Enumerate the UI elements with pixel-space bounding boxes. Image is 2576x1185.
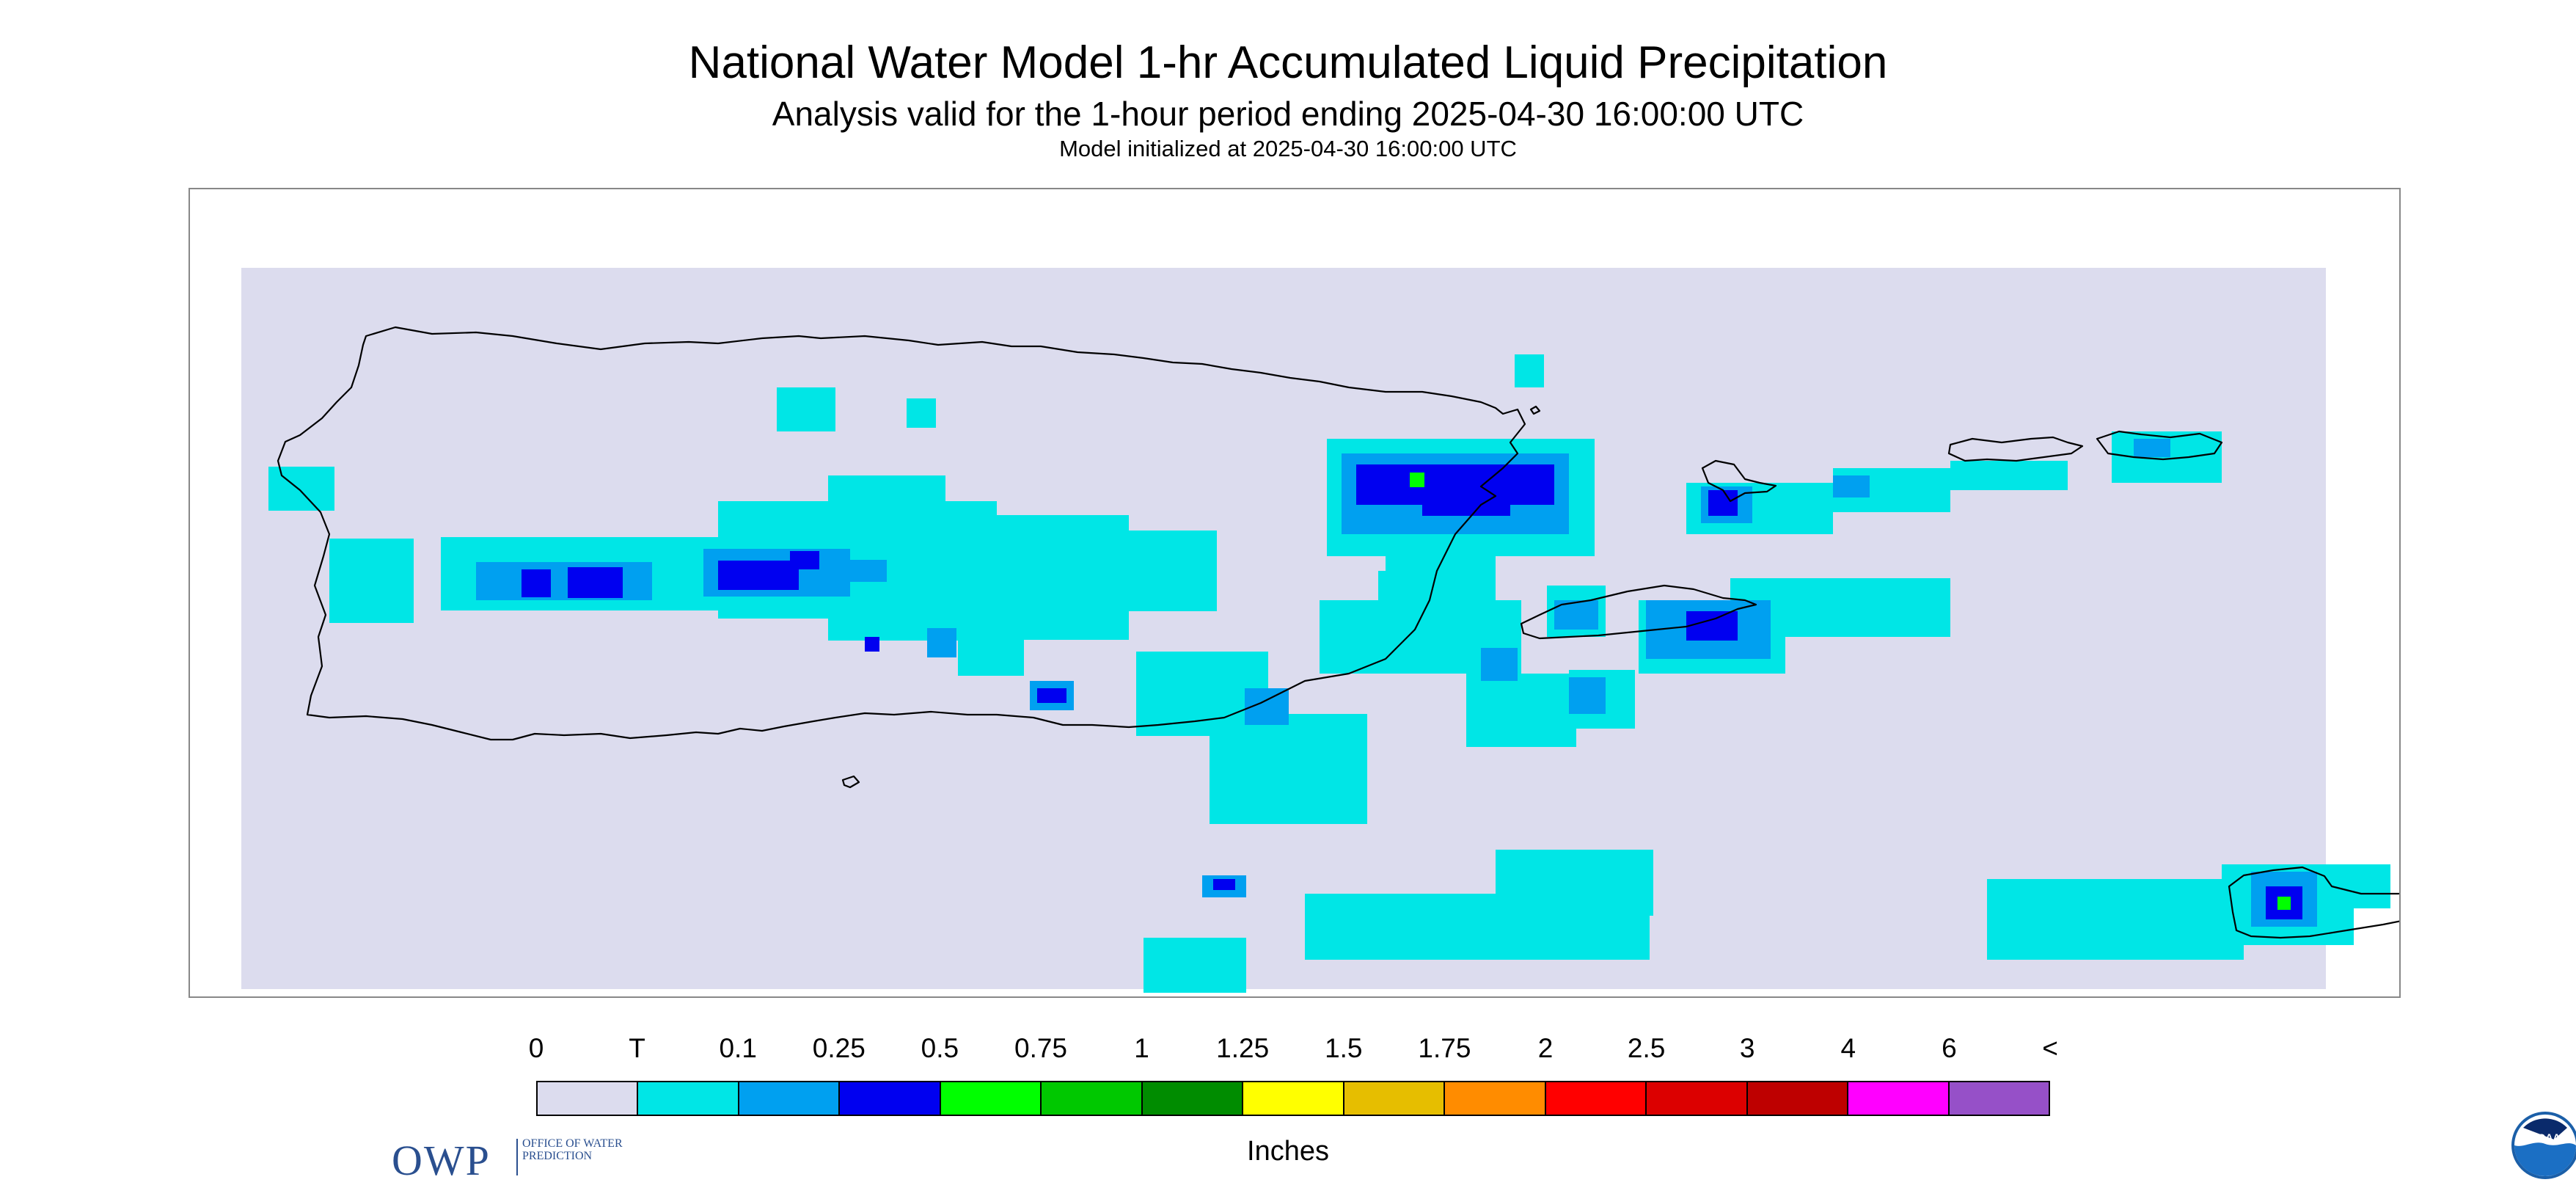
legend-tick-label: 1.5	[1325, 1033, 1363, 1063]
precip-cell	[1686, 611, 1738, 641]
precip-cell	[1422, 479, 1510, 516]
legend-tick-label: 1.75	[1418, 1033, 1471, 1063]
legend-colorbar	[536, 1081, 2050, 1116]
map-subtitle: Analysis valid for the 1-hour period end…	[772, 95, 1804, 133]
noaa-logo: NOAA	[2511, 1112, 2576, 1179]
legend-swatch	[1445, 1082, 1546, 1115]
precip-cell	[1466, 674, 1576, 747]
owp-full-name: OFFICE OF WATER PREDICTION	[522, 1137, 623, 1162]
coastlines	[277, 326, 2399, 939]
noaa-wordmark: NOAA	[2530, 1131, 2560, 1143]
legend-swatch	[1747, 1082, 1849, 1115]
precip-cell	[835, 560, 887, 582]
legend-tick-label: 0	[528, 1033, 544, 1063]
legend-tick-label: T	[629, 1033, 645, 1063]
precip-cell	[2277, 897, 2291, 910]
legend-swatch	[538, 1082, 639, 1115]
precip-cell	[1144, 938, 1246, 993]
legend-swatch	[1042, 1082, 1143, 1115]
precip-cell	[568, 567, 623, 598]
culebra-coastline	[1701, 459, 1777, 503]
precip-cell	[958, 611, 1024, 676]
precip-cell	[1496, 850, 1653, 916]
puerto-rico-coastline	[277, 326, 1526, 741]
precip-cell	[1210, 714, 1367, 824]
mona-island-coastline	[841, 775, 860, 789]
owp-divider	[516, 1139, 518, 1175]
legend-swatch	[1647, 1082, 1748, 1115]
legend-swatch	[739, 1082, 841, 1115]
precip-cell	[1569, 677, 1606, 714]
precip-cell	[865, 637, 879, 652]
precip-cell	[1129, 530, 1217, 611]
precip-cell	[1515, 354, 1544, 387]
legend-tick-label: 0.25	[812, 1033, 866, 1063]
legend-swatch	[940, 1082, 1042, 1115]
precip-cell	[1950, 461, 2068, 490]
legend-tick-label: 1	[1134, 1033, 1149, 1063]
st-thomas-coastline	[1947, 436, 2084, 462]
precip-cell	[790, 551, 819, 569]
legend-units-label: Inches	[1247, 1136, 1329, 1167]
legend-tick-label: <	[2042, 1033, 2058, 1063]
st-john-coastline	[2096, 430, 2223, 461]
precipitation-overlay	[268, 354, 2390, 993]
legend-swatch	[840, 1082, 941, 1115]
legend-tick-label: 0.75	[1014, 1033, 1068, 1063]
legend-swatch	[1142, 1082, 1244, 1115]
precip-cell	[1003, 538, 1032, 567]
legend-swatch	[1243, 1082, 1344, 1115]
legend-tick-label: 2.5	[1627, 1033, 1666, 1063]
precip-cell	[329, 539, 414, 623]
owp-abbreviation: OWP	[392, 1137, 491, 1184]
owp-logo: OWP OFFICE OF WATER PREDICTION	[392, 1134, 626, 1184]
precip-cell	[1213, 879, 1235, 890]
legend-swatch	[1848, 1082, 1950, 1115]
model-domain	[241, 268, 2326, 989]
precip-cell	[1378, 571, 1466, 615]
precip-cell	[1037, 688, 1066, 703]
legend-swatch	[638, 1082, 739, 1115]
map-frame: OWP OFFICE OF WATER PREDICTION NOAA	[189, 188, 2576, 1184]
precip-cell	[927, 628, 956, 657]
legend-tick-label: 0.5	[921, 1033, 959, 1063]
legend-tick-label: 0.1	[719, 1033, 757, 1063]
desecheo-coastline	[1529, 405, 1541, 415]
legend-swatch	[1949, 1082, 2049, 1115]
precip-cell	[718, 561, 799, 590]
legend-swatch	[1545, 1082, 1647, 1115]
legend-tick-label: 6	[1942, 1033, 1957, 1063]
model-init-line: Model initialized at 2025-04-30 16:00:00…	[1059, 136, 1517, 161]
legend-swatch	[1344, 1082, 1446, 1115]
legend-tick-label: 1.25	[1216, 1033, 1270, 1063]
precip-cell	[907, 398, 936, 428]
precip-cell	[1833, 475, 1870, 497]
precip-cell	[522, 569, 551, 597]
legend-tick-label: 4	[1840, 1033, 1856, 1063]
precip-cell	[1050, 538, 1083, 578]
precipitation-map	[241, 268, 2399, 993]
precip-cell	[1987, 879, 2244, 960]
precip-cell	[476, 562, 652, 600]
precip-cell	[2134, 439, 2170, 457]
map-title: National Water Model 1-hr Accumulated Li…	[688, 37, 1888, 88]
precip-cell	[268, 467, 334, 511]
legend-tick-labels: 0 T 0.1 0.25 0.5 0.75 1 1.25 1.5 1.75 2 2.5 3 4 6 <	[0, 1033, 2576, 1070]
precip-cell	[777, 387, 835, 431]
vieques-coastline	[1520, 584, 1757, 640]
precip-cell	[1481, 648, 1518, 681]
legend-tick-label: 2	[1537, 1033, 1554, 1063]
precip-cell	[1708, 490, 1738, 516]
precip-cell	[828, 475, 945, 519]
st-croix-coastline	[2228, 866, 2399, 939]
precip-cell	[1410, 473, 1424, 487]
legend-tick-label: 3	[1739, 1033, 1755, 1063]
